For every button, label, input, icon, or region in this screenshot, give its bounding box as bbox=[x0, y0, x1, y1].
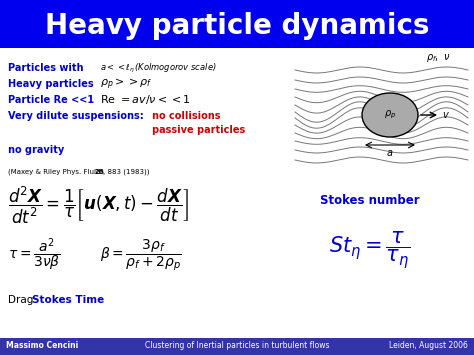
Text: $\beta = \dfrac{3\rho_f}{\rho_f + 2\rho_p}$: $\beta = \dfrac{3\rho_f}{\rho_f + 2\rho_… bbox=[100, 237, 182, 273]
Text: passive particles: passive particles bbox=[152, 125, 245, 135]
Text: Heavy particles: Heavy particles bbox=[8, 79, 94, 89]
Text: $\dfrac{d^2\boldsymbol{X}}{dt^2} = \dfrac{1}{\tau}\left[\boldsymbol{u}(\boldsymb: $\dfrac{d^2\boldsymbol{X}}{dt^2} = \dfra… bbox=[8, 184, 189, 226]
Text: v: v bbox=[442, 110, 448, 120]
Text: $\tau = \dfrac{a^2}{3\nu\beta}$: $\tau = \dfrac{a^2}{3\nu\beta}$ bbox=[8, 236, 61, 273]
Text: 26: 26 bbox=[95, 169, 104, 175]
Text: Very dilute suspensions:: Very dilute suspensions: bbox=[8, 111, 144, 121]
Text: no gravity: no gravity bbox=[8, 145, 64, 155]
Ellipse shape bbox=[362, 93, 418, 137]
Bar bbox=[0, 0, 474, 48]
Text: Particles with: Particles with bbox=[8, 63, 83, 73]
Text: $\mathrm{Re}\ =av/\nu <<1$: $\mathrm{Re}\ =av/\nu <<1$ bbox=[100, 93, 191, 106]
Text: Leiden, August 2006: Leiden, August 2006 bbox=[389, 342, 468, 350]
Bar bbox=[0, 338, 474, 355]
Text: $St_\eta = \dfrac{\tau}{\tau_\eta}$: $St_\eta = \dfrac{\tau}{\tau_\eta}$ bbox=[329, 229, 410, 271]
Text: no collisions: no collisions bbox=[152, 111, 220, 121]
Text: , 883 (1983)): , 883 (1983)) bbox=[103, 169, 149, 175]
Text: $a << \ell_\eta\,$(Kolmogorov scale): $a << \ell_\eta\,$(Kolmogorov scale) bbox=[100, 61, 217, 75]
Text: $\rho_p >> \rho_f$: $\rho_p >> \rho_f$ bbox=[100, 76, 152, 92]
Text: $\rho_p$: $\rho_p$ bbox=[384, 109, 396, 121]
Text: Massimo Cencini: Massimo Cencini bbox=[6, 342, 78, 350]
Text: Stokes number: Stokes number bbox=[320, 193, 420, 207]
Text: (Maxey & Riley Phys. Fluids: (Maxey & Riley Phys. Fluids bbox=[8, 169, 106, 175]
Text: Drag:: Drag: bbox=[8, 295, 40, 305]
Text: Clustering of Inertial particles in turbulent flows: Clustering of Inertial particles in turb… bbox=[145, 342, 329, 350]
Text: Stokes Time: Stokes Time bbox=[32, 295, 104, 305]
Text: $\rho_f,\ \nu$: $\rho_f,\ \nu$ bbox=[426, 52, 450, 64]
Text: Particle Re <<1: Particle Re <<1 bbox=[8, 95, 94, 105]
Text: Heavy particle dynamics: Heavy particle dynamics bbox=[45, 12, 429, 40]
Text: a: a bbox=[387, 148, 393, 158]
